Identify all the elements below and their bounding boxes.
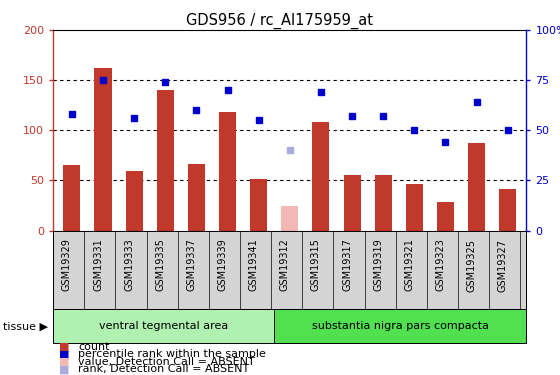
Text: ■: ■ bbox=[59, 342, 69, 352]
Text: ■: ■ bbox=[59, 364, 69, 374]
Bar bbox=[188, 164, 205, 231]
Text: GSM19329: GSM19329 bbox=[62, 238, 72, 291]
Text: ■: ■ bbox=[59, 357, 69, 367]
Bar bbox=[125, 171, 143, 231]
Bar bbox=[219, 112, 236, 231]
Bar bbox=[63, 165, 81, 231]
Text: ■: ■ bbox=[59, 350, 69, 359]
Bar bbox=[281, 206, 298, 231]
Text: value, Detection Call = ABSENT: value, Detection Call = ABSENT bbox=[78, 357, 255, 367]
Bar bbox=[375, 176, 392, 231]
Text: count: count bbox=[78, 342, 110, 352]
Text: percentile rank within the sample: percentile rank within the sample bbox=[78, 350, 266, 359]
Text: GSM19337: GSM19337 bbox=[186, 238, 197, 291]
Bar bbox=[53, 309, 274, 343]
Bar bbox=[343, 176, 361, 231]
Text: GSM19321: GSM19321 bbox=[404, 238, 414, 291]
Bar bbox=[437, 201, 454, 231]
Text: GSM19325: GSM19325 bbox=[466, 238, 477, 291]
Bar bbox=[157, 90, 174, 231]
Bar bbox=[406, 184, 423, 231]
Bar bbox=[468, 143, 485, 231]
Text: GDS956 / rc_AI175959_at: GDS956 / rc_AI175959_at bbox=[186, 13, 374, 29]
Text: GSM19341: GSM19341 bbox=[249, 238, 259, 291]
Text: GSM19319: GSM19319 bbox=[373, 238, 383, 291]
Text: rank, Detection Call = ABSENT: rank, Detection Call = ABSENT bbox=[78, 364, 250, 374]
Text: GSM19335: GSM19335 bbox=[155, 238, 165, 291]
Text: GSM19323: GSM19323 bbox=[436, 238, 445, 291]
Bar bbox=[95, 68, 111, 231]
Text: tissue ▶: tissue ▶ bbox=[3, 321, 48, 331]
Text: GSM19317: GSM19317 bbox=[342, 238, 352, 291]
Bar bbox=[499, 189, 516, 231]
Bar bbox=[250, 180, 267, 231]
Text: GSM19315: GSM19315 bbox=[311, 238, 321, 291]
Text: GSM19339: GSM19339 bbox=[217, 238, 227, 291]
Text: ventral tegmental area: ventral tegmental area bbox=[99, 321, 228, 331]
Text: GSM19327: GSM19327 bbox=[498, 238, 508, 291]
Text: GSM19312: GSM19312 bbox=[280, 238, 290, 291]
Bar bbox=[312, 122, 329, 231]
Text: GSM19331: GSM19331 bbox=[93, 238, 103, 291]
Text: substantia nigra pars compacta: substantia nigra pars compacta bbox=[312, 321, 489, 331]
Text: GSM19333: GSM19333 bbox=[124, 238, 134, 291]
Bar bbox=[274, 309, 526, 343]
